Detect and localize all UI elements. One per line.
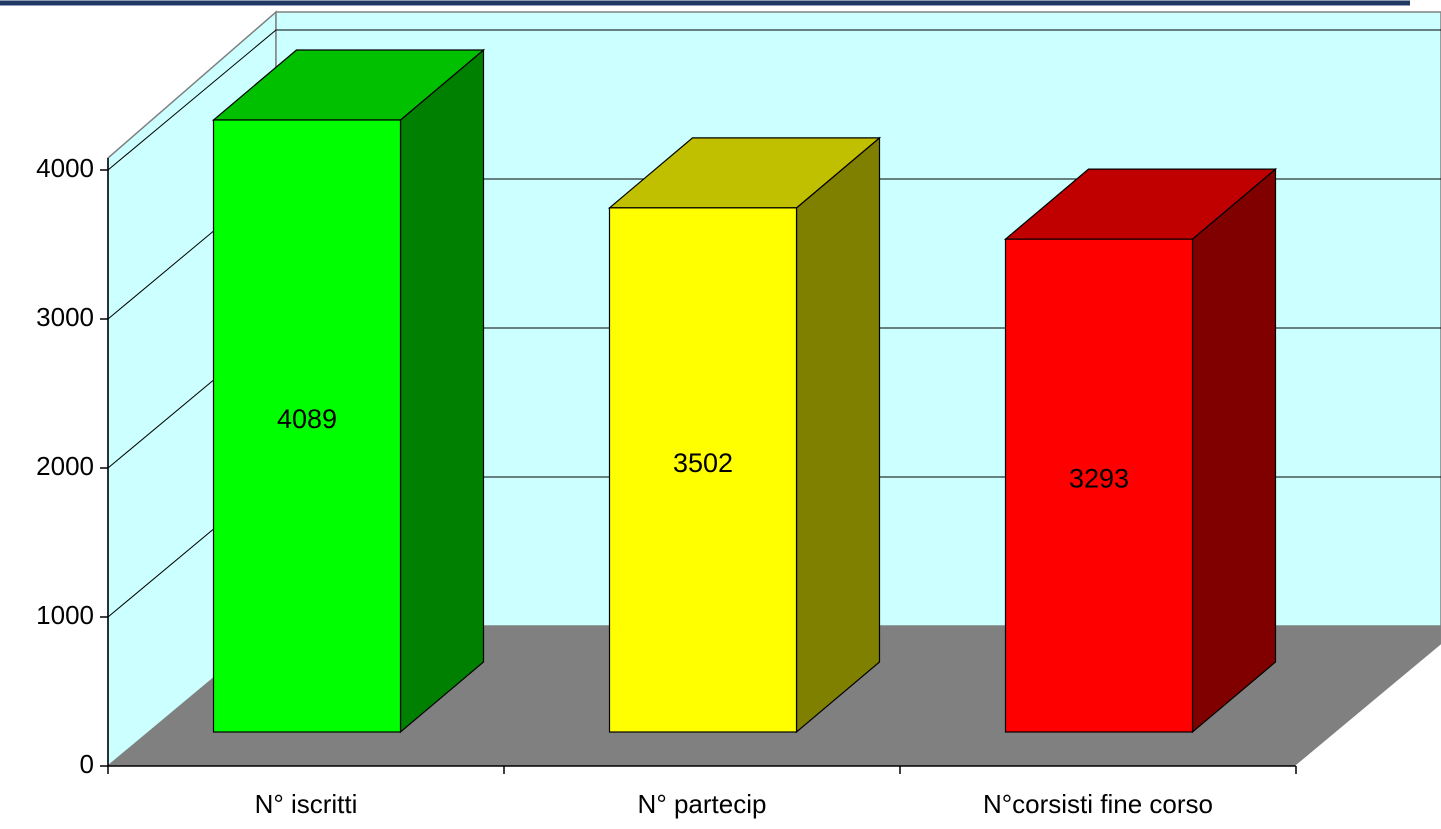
y-axis-ticks: 0 1000 2000 3000 4000	[36, 153, 108, 779]
y-tick-label: 4000	[36, 153, 94, 183]
data-label: 4089	[277, 404, 337, 434]
floor-front-edge	[1295, 644, 1441, 767]
bar-side	[399, 48, 485, 734]
bar-side	[795, 136, 881, 734]
y-tick-label: 1000	[36, 600, 94, 630]
bars: 4089 3502 3293	[211, 48, 1278, 734]
x-category-label: N° partecip	[638, 789, 767, 819]
bar-front	[212, 119, 402, 733]
axes	[107, 158, 1441, 767]
bar: 4089	[211, 48, 486, 734]
bar-front	[1004, 238, 1194, 733]
bar: 3502	[607, 136, 882, 734]
bar-side	[1191, 167, 1277, 734]
data-label: 3293	[1069, 464, 1129, 494]
y-tick-label: 0	[80, 749, 94, 779]
x-category-label: N°corsisti fine corso	[983, 789, 1213, 819]
bar-front	[608, 207, 798, 733]
x-category-label: N° iscritti	[255, 789, 358, 819]
bar: 3293	[1003, 167, 1278, 734]
data-label: 3502	[673, 448, 733, 478]
y-tick-label: 3000	[36, 302, 94, 332]
y-tick-label: 2000	[36, 451, 94, 481]
gridline	[107, 29, 1441, 171]
x-axis-categories: N° iscritti N° partecip N°corsisti fine co…	[107, 766, 1297, 819]
